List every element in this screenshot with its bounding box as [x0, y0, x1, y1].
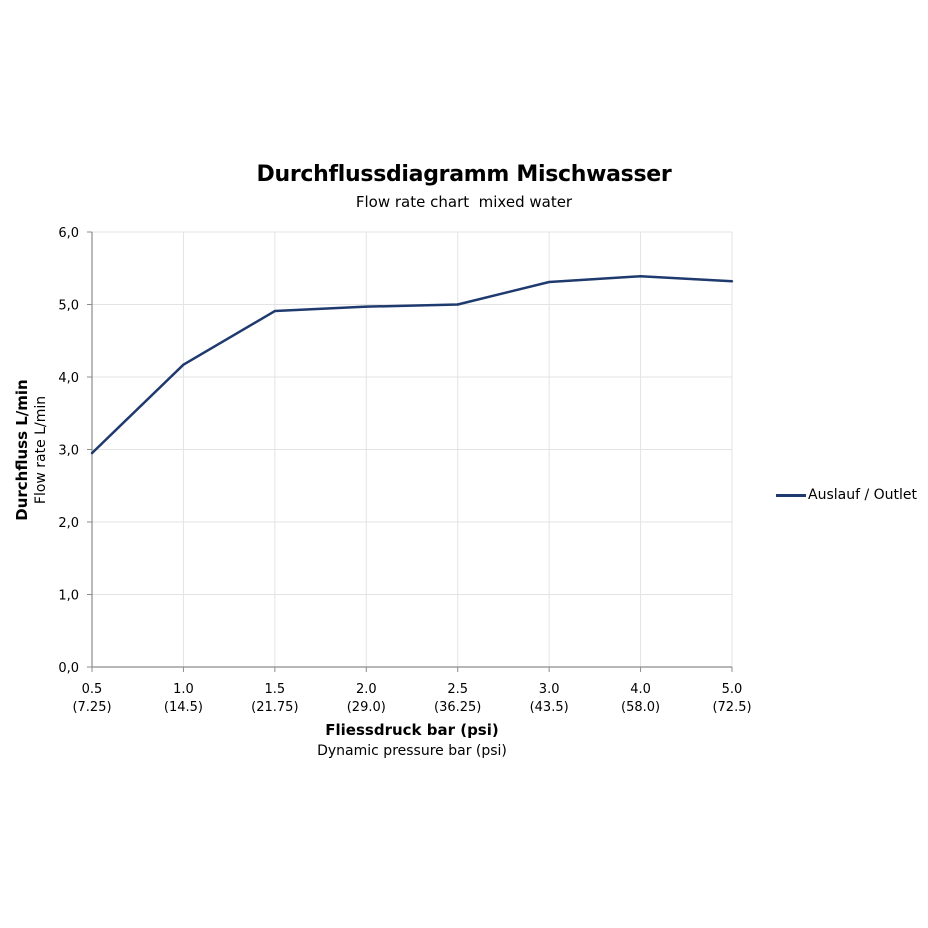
data-point	[90, 451, 94, 455]
x-tick-label: 0.5	[82, 682, 103, 697]
x-tick-label-secondary: (43.5)	[530, 700, 569, 715]
legend: Auslauf / Outlet	[776, 487, 917, 503]
x-tick-label: 1.5	[265, 682, 286, 697]
chart-title: Durchflussdiagramm Mischwasser	[256, 162, 672, 187]
x-tick-label-secondary: (14.5)	[164, 700, 203, 715]
legend-swatch	[776, 493, 806, 497]
x-axis-subtitle: Dynamic pressure bar (psi)	[317, 743, 507, 759]
x-tick-label: 1.0	[173, 682, 194, 697]
y-tick-label: 3,0	[58, 444, 79, 459]
y-tick-label: 4,0	[58, 371, 79, 386]
x-tick-label-secondary: (72.5)	[712, 700, 751, 715]
chart-subtitle: Flow rate chart mixed water	[355, 193, 573, 211]
data-point	[639, 275, 642, 278]
x-tick-label-secondary: (58.0)	[621, 700, 660, 715]
x-tick-label-secondary: (29.0)	[347, 700, 386, 715]
y-tick-label: 1,0	[58, 589, 79, 604]
x-tick-label: 3.0	[539, 682, 560, 697]
data-point	[273, 309, 277, 313]
x-tick-label-secondary: (36.25)	[434, 700, 481, 715]
x-tick-label: 4.0	[630, 682, 651, 697]
series-layer	[90, 274, 734, 455]
data-point	[365, 305, 368, 308]
data-point	[547, 280, 551, 284]
x-tick-label: 2.0	[356, 682, 377, 697]
grid-layer	[92, 231, 733, 667]
y-axis-subtitle: Flow rate L/min	[33, 396, 49, 504]
series-line-outlet	[91, 274, 733, 455]
x-tick-label: 2.5	[447, 682, 468, 697]
x-tick-label: 5.0	[722, 682, 743, 697]
y-tick-label: 6,0	[58, 226, 79, 241]
y-axis-title: Durchfluss L/min	[13, 379, 31, 520]
axis-layer	[87, 231, 733, 672]
legend-label: Auslauf / Outlet	[808, 487, 918, 503]
x-axis-title: Fliessdruck bar (psi)	[325, 721, 498, 739]
y-tick-label: 2,0	[58, 516, 79, 531]
y-tick-label: 5,0	[58, 299, 79, 314]
y-tick-label: 0,0	[58, 661, 79, 676]
data-point	[456, 303, 459, 306]
x-tick-label-secondary: (7.25)	[72, 700, 111, 715]
data-point	[730, 280, 734, 283]
label-layer: 0,0 1,0 2,0 3,0 4,0 5,0 6,0 0.5 (7.25) 1.0 (14.5) 1…	[58, 226, 751, 715]
x-tick-label-secondary: (21.75)	[251, 700, 298, 715]
data-point	[182, 363, 185, 366]
